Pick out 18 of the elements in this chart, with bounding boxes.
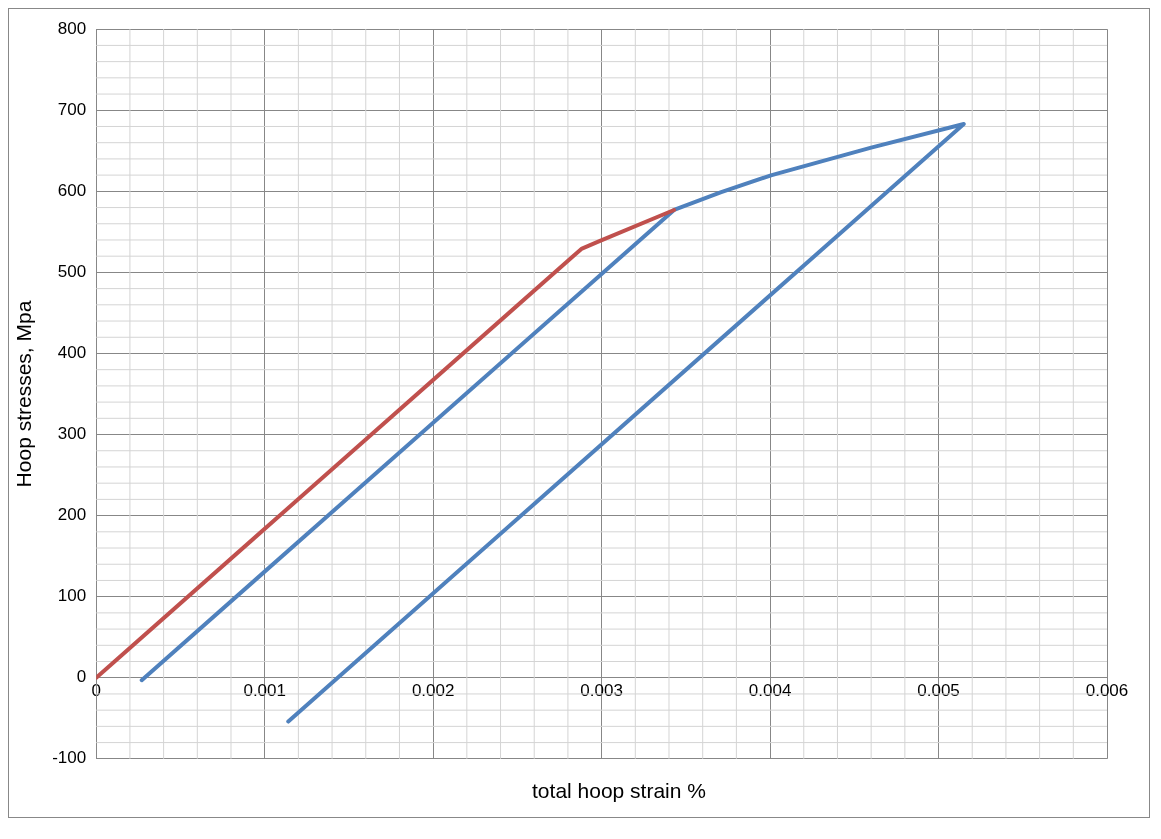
- x-tick-label: 0.003: [580, 680, 623, 700]
- y-tick-label: -100: [52, 748, 87, 768]
- y-tick-label: 100: [57, 586, 87, 606]
- y-tick-label: 600: [57, 181, 87, 201]
- y-tick-label: 700: [57, 99, 87, 119]
- y-tick-label: 500: [57, 262, 87, 282]
- y-tick-label: 300: [57, 424, 87, 444]
- y-axis-title: Hoop stresses, Mpa: [12, 300, 36, 488]
- x-tick-label: 0.002: [411, 680, 455, 700]
- x-tick-label: 0.005: [917, 680, 960, 700]
- x-tick-label: 0.006: [1085, 680, 1129, 700]
- y-tick-label: 200: [57, 505, 87, 525]
- x-axis-title: total hoop strain %: [531, 779, 707, 804]
- x-tick-label: 0.004: [748, 680, 792, 700]
- y-tick-label: 0: [76, 667, 87, 687]
- y-tick-label: 800: [57, 18, 87, 38]
- x-tick-label: 0.001: [243, 680, 286, 700]
- y-tick-label: 400: [57, 343, 87, 363]
